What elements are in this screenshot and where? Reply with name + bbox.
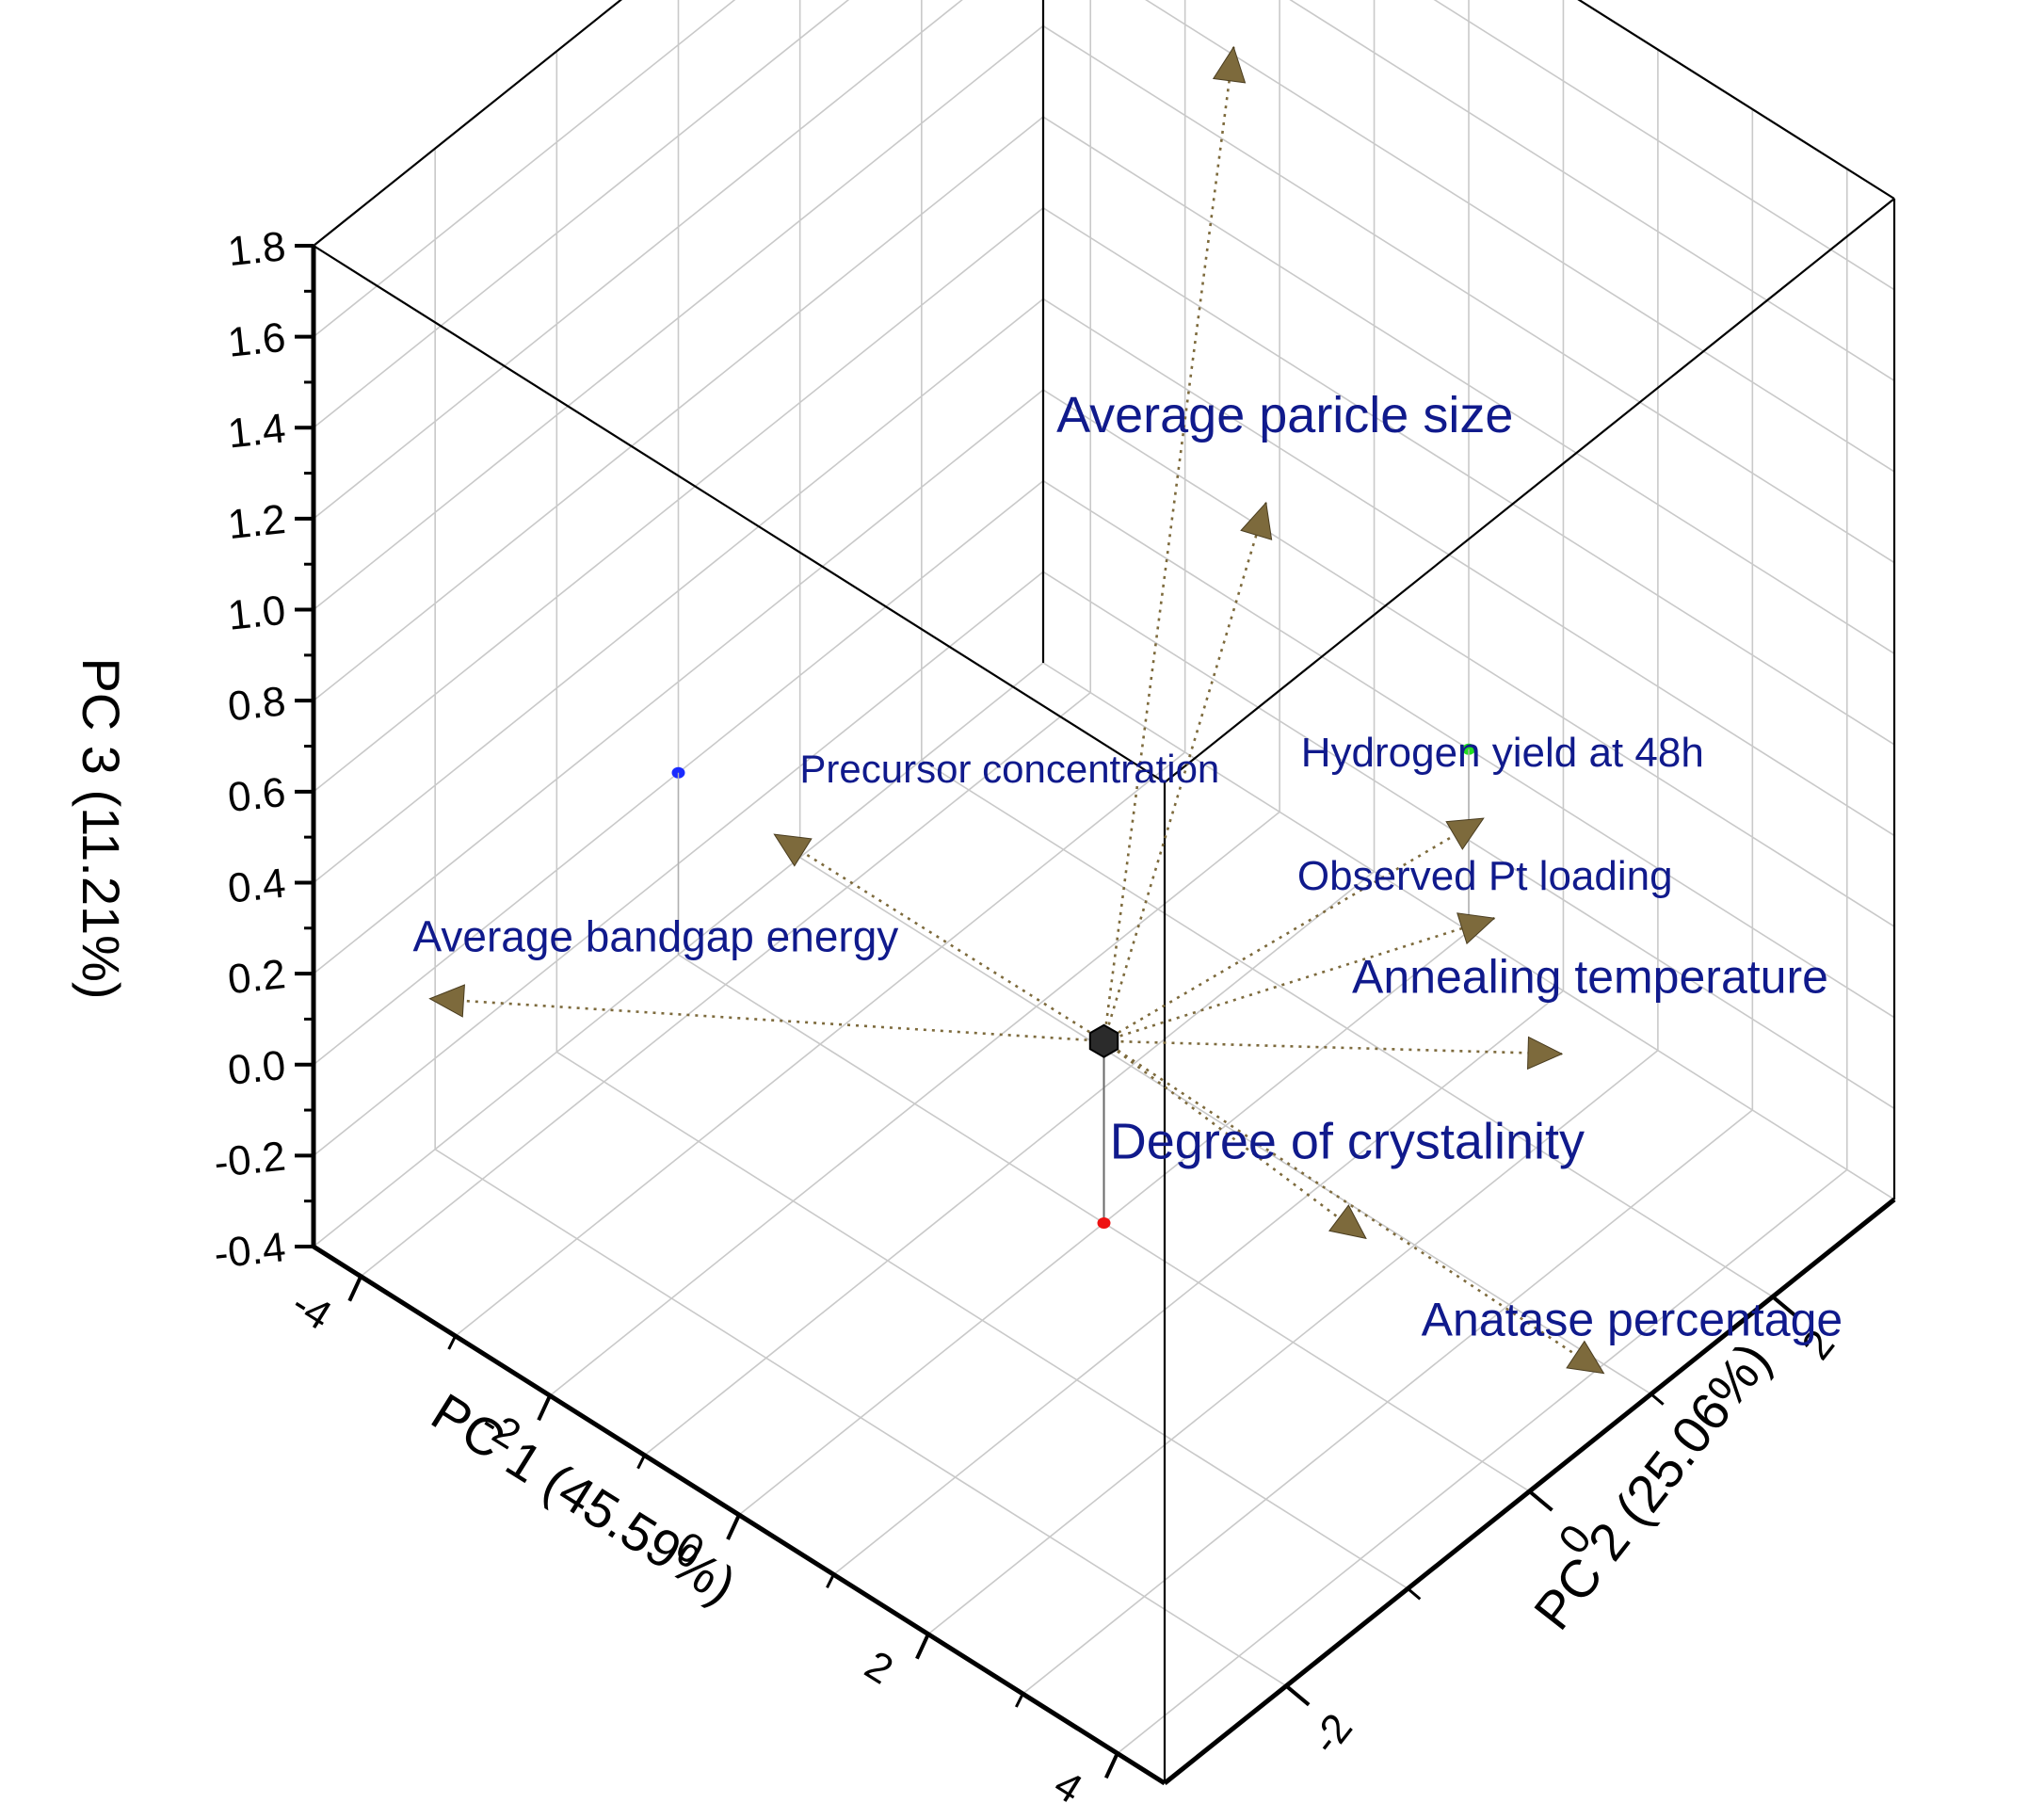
loading-vector-line [1103,916,1495,1042]
loading-vector-line [1102,1039,1367,1240]
projection-point-pc1-pc2 [1097,1217,1111,1229]
gridline-floor-y [434,1148,1287,1687]
origin-marker [1088,1023,1119,1058]
x-tick [915,1633,930,1660]
loading-label: Average paricle size [1056,387,1513,443]
loading-label: Observed Pt loading [1297,853,1673,899]
x-minor-tick [1014,1693,1024,1708]
z-tick-label: 1.0 [226,588,288,639]
loading-vector-line [1102,502,1267,1042]
x-tick-label: 2 [857,1642,901,1694]
loading-vectors [428,45,1605,1375]
gridline-floor-y [555,1051,1408,1590]
y-minor-tick [1650,1392,1665,1406]
x-tick [726,1514,741,1540]
x-minor-tick [826,1573,835,1589]
loading-arrowhead [1212,45,1247,84]
x-minor-tick [447,1335,458,1350]
x-tick [537,1394,552,1422]
x-minor-tick [636,1454,646,1470]
z-tick-label: -0.2 [212,1133,288,1186]
loading-arrowhead [1566,1340,1605,1375]
bounding-box [313,0,1896,1783]
loading-arrowhead [1457,912,1496,945]
gridline-floor-y [799,856,1652,1395]
loading-vector-line [1102,46,1235,1041]
x-tick-label: 4 [1046,1762,1090,1803]
z-axis-title: PC 3 (11.21%) [72,657,131,999]
loading-vector-line [1103,1039,1563,1055]
x-tick [347,1275,363,1302]
z-tick-label: 1.2 [226,496,288,548]
loading-label: Hydrogen yield at 48h [1301,730,1704,776]
loading-vector-line [429,997,1104,1043]
y-minor-tick [1407,1587,1422,1601]
loading-arrowhead [1328,1204,1367,1240]
loading-label: Degree of crystalinity [1110,1113,1585,1169]
y-axis-title: PC 2 (25.06%) [1522,1331,1782,1640]
loading-vector-line [1102,816,1485,1042]
loading-label: Anatase percentage [1422,1294,1843,1346]
y-tick [1284,1684,1311,1707]
z-tick-label: -0.4 [212,1224,288,1278]
loading-vector-line [1102,1039,1605,1375]
z-tick-label: 0.2 [226,951,288,1003]
loading-arrowhead [773,833,813,867]
projection-layer [671,743,1475,1229]
loading-arrowhead [428,984,465,1018]
z-tick-label: 0.6 [226,769,288,821]
box-edge [1577,0,1895,200]
loading-label: Annealing temperature [1352,950,1828,1003]
z-tick-label: 1.4 [226,405,288,457]
z-tick-label: 0.0 [226,1042,288,1094]
loading-arrowhead [1445,817,1485,850]
axes-layer: -0.4 -0.2 0.0 0.2 0.4 0.6 0.8 1.0 1.2 1.4 1.6 1.8 -4… [72,223,1896,1803]
x-tick-label: -4 [283,1280,339,1339]
box-edge [313,245,1166,783]
y-tick [1771,1295,1797,1317]
loading-arrowhead [1240,501,1273,540]
y-tick-label: -2 [1302,1705,1361,1763]
loading-arrowhead [1526,1036,1564,1071]
x-tick [1103,1752,1119,1779]
loading-label: Precursor concentration [799,747,1219,791]
z-tick-label: 1.8 [226,223,288,275]
z-tick-label: 0.8 [226,678,288,730]
z-tick-label: 0.4 [226,861,288,912]
loading-vector-line [773,833,1105,1042]
y-tick [1528,1489,1553,1512]
box-edge [1164,198,1895,783]
box-edge [313,0,623,247]
gridline-floor-y [921,759,1774,1298]
loading-labels: Average crystallite sizeAverage paricle … [413,387,1843,1346]
loading-label: Average bandgap energy [413,912,899,961]
z-tick-label: 1.6 [226,314,288,366]
